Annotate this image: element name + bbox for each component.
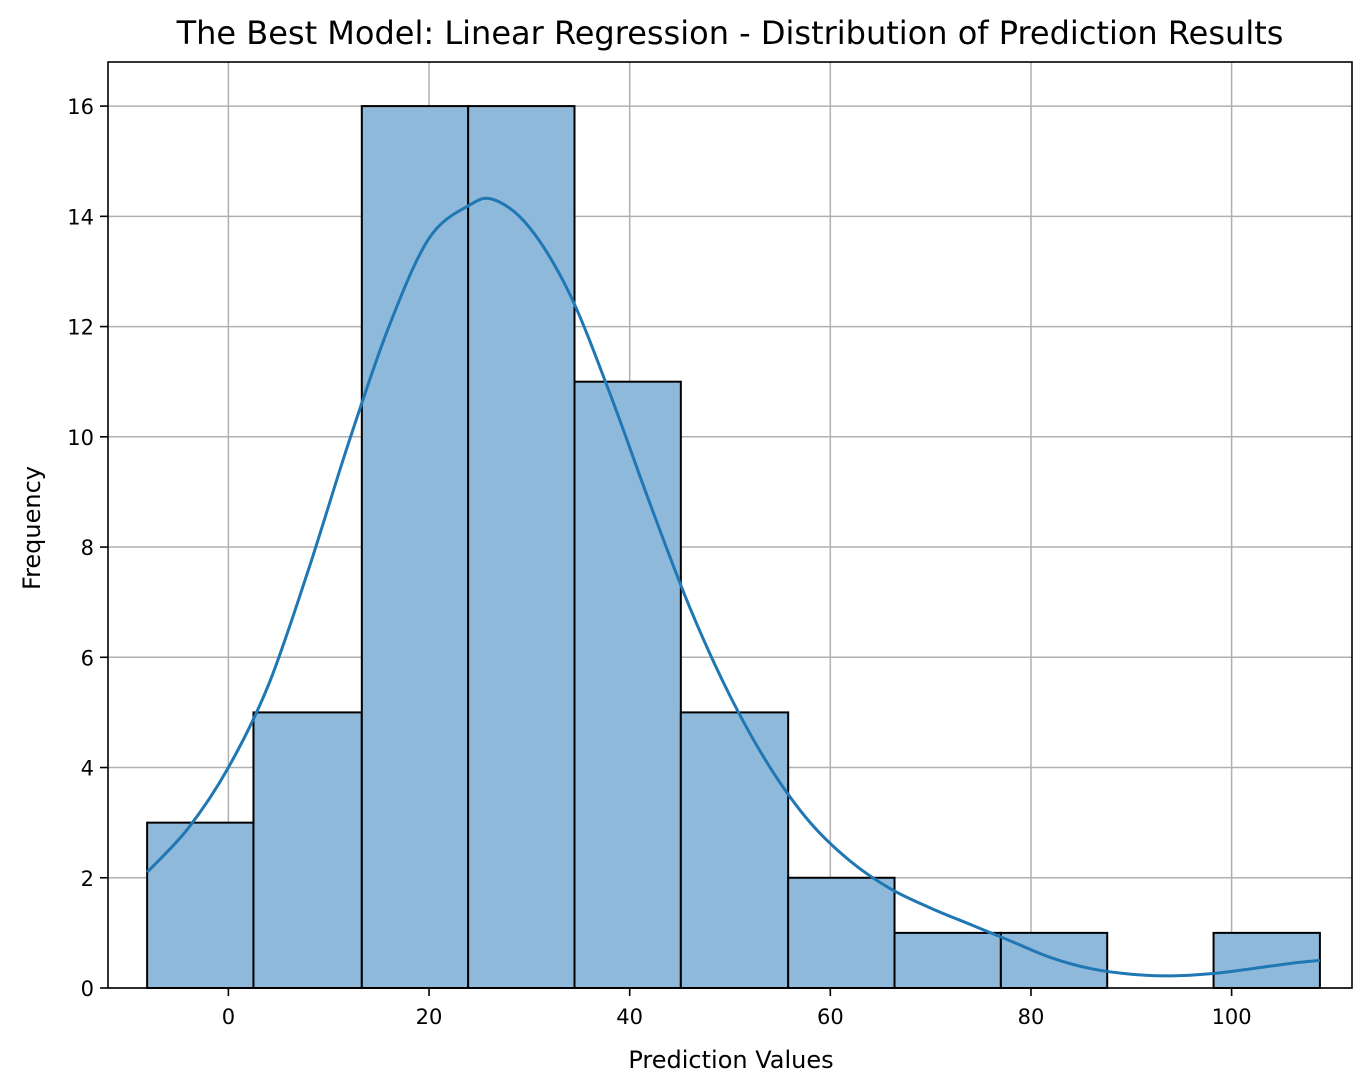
- plot-frame: [107, 61, 1353, 989]
- y-tick-label: 12: [67, 316, 94, 340]
- histogram-bar: [893, 931, 1002, 990]
- histogram-bar: [467, 105, 576, 990]
- histogram-bar: [252, 711, 363, 990]
- y-tick-label: 16: [67, 95, 94, 119]
- x-tick-label: 60: [817, 1005, 844, 1029]
- histogram-bar: [573, 380, 682, 989]
- chart-title: The Best Model: Linear Regression - Dist…: [176, 14, 1284, 52]
- y-tick-label: 14: [67, 205, 94, 229]
- histogram-bars: [146, 105, 1321, 990]
- y-axis-ticks: 0 2 4 6 8 10 12 14 16: [67, 95, 108, 1001]
- y-tick-label: 10: [67, 426, 94, 450]
- y-tick-label: 0: [81, 977, 94, 1001]
- x-axis-label: Prediction Values: [628, 1046, 833, 1074]
- y-tick-label: 8: [81, 536, 94, 560]
- histogram-bar: [360, 105, 470, 990]
- y-axis-label: Frequency: [18, 466, 46, 590]
- histogram-bar: [679, 711, 790, 990]
- kde-curve: [146, 196, 1321, 978]
- y-tick-label: 4: [81, 757, 94, 781]
- x-axis-ticks: 0 20 40 60 80 100: [222, 988, 1252, 1029]
- x-tick-label: 0: [222, 1005, 235, 1029]
- x-tick-label: 80: [1018, 1005, 1045, 1029]
- y-tick-label: 2: [81, 867, 94, 891]
- histogram-bar: [999, 931, 1109, 990]
- x-tick-label: 20: [416, 1005, 443, 1029]
- histogram-bar: [146, 821, 255, 990]
- histogram-bar: [787, 876, 896, 989]
- x-tick-label: 100: [1212, 1005, 1252, 1029]
- x-tick-label: 40: [616, 1005, 643, 1029]
- y-tick-label: 6: [81, 646, 94, 670]
